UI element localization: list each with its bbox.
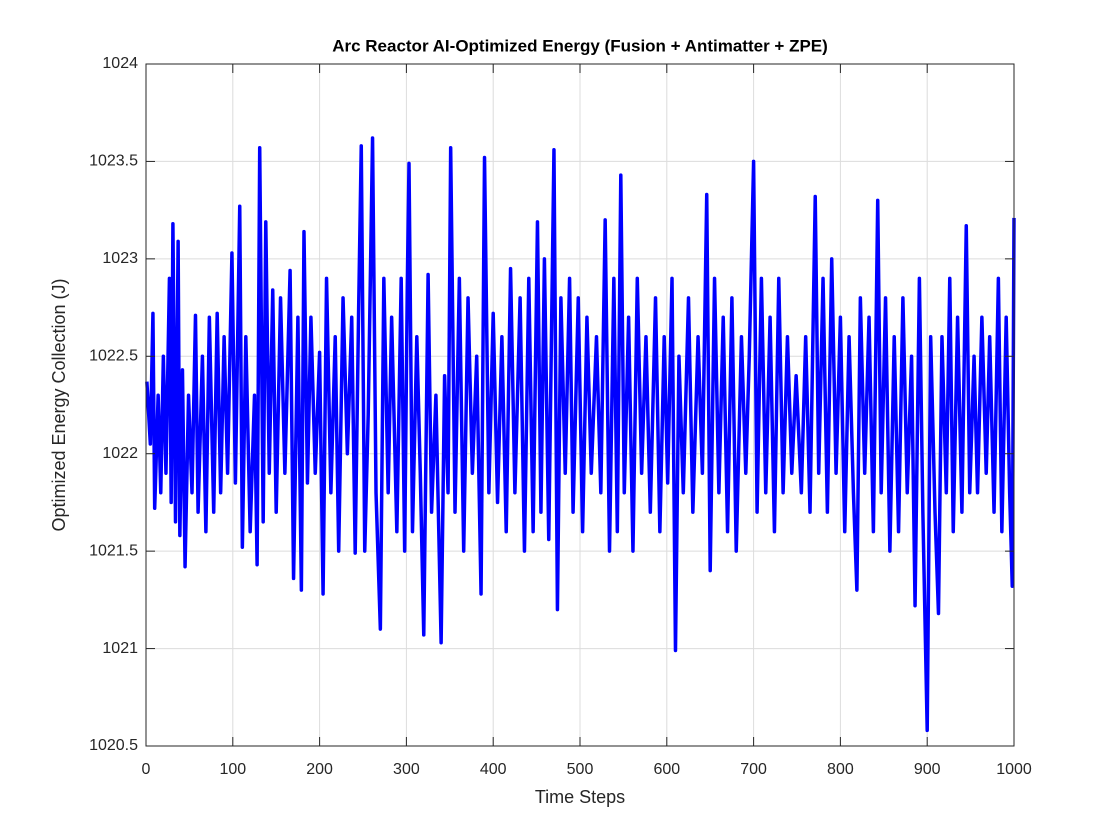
y-tick-label: 1022.5 xyxy=(89,348,138,365)
x-axis-label: Time Steps xyxy=(535,787,625,807)
y-tick-label: 1021.5 xyxy=(89,542,138,559)
y-tick-label: 1021 xyxy=(102,640,138,657)
x-tick-label: 300 xyxy=(393,761,420,778)
x-tick-label: 700 xyxy=(740,761,767,778)
data-line xyxy=(145,136,1016,733)
x-tick-label: 500 xyxy=(567,761,594,778)
label-layer: 0 100 200 300 400 500 600 700 800 900 1000 1020.5 10… xyxy=(89,55,1032,778)
x-tick-label: 400 xyxy=(480,761,507,778)
x-tick-label: 200 xyxy=(306,761,333,778)
y-axis-label: Optimized Energy Collection (J) xyxy=(49,278,69,531)
y-tick-label: 1020.5 xyxy=(89,737,138,754)
x-tick-label: 1000 xyxy=(996,761,1032,778)
x-tick-label: 0 xyxy=(142,761,151,778)
mark-layer xyxy=(145,136,1016,733)
x-tick-label: 900 xyxy=(914,761,941,778)
y-tick-label: 1023 xyxy=(102,250,138,267)
x-tick-label: 800 xyxy=(827,761,854,778)
chart-title: Arc Reactor AI-Optimized Energy (Fusion … xyxy=(332,36,828,55)
x-tick-label: 600 xyxy=(653,761,680,778)
y-tick-label: 1022 xyxy=(102,445,138,462)
x-tick-label: 100 xyxy=(219,761,246,778)
y-tick-label: 1023.5 xyxy=(89,153,138,170)
y-tick-label: 1024 xyxy=(102,55,138,72)
